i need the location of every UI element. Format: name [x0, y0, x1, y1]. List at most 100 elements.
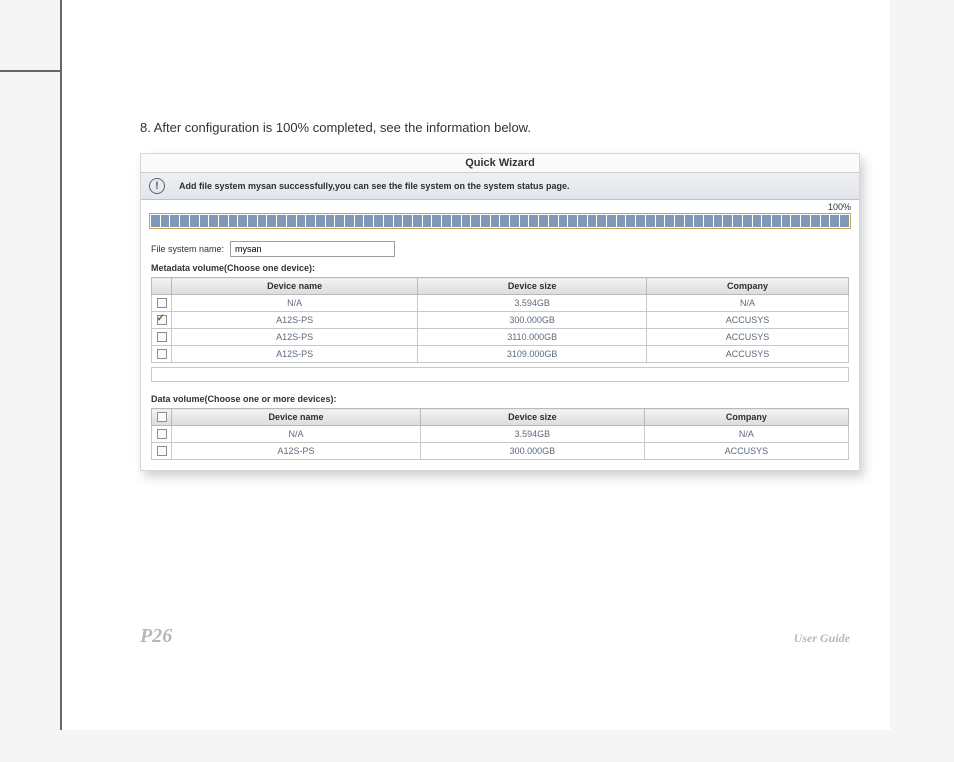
data-header-check[interactable] — [152, 409, 172, 426]
fs-name-input[interactable] — [230, 241, 395, 257]
progress-segment — [355, 215, 364, 227]
progress-segment — [161, 215, 170, 227]
datavol-cell-company: ACCUSYS — [644, 443, 848, 460]
progress-segment — [694, 215, 703, 227]
metadata-cell-name: A12S-PS — [172, 312, 418, 329]
progress-segment — [520, 215, 529, 227]
progress-area: 100% — [141, 200, 859, 235]
checkbox-icon[interactable] — [157, 332, 167, 342]
progress-segment — [364, 215, 373, 227]
metadata-cell-size: 3110.000GB — [418, 329, 647, 346]
progress-segment — [665, 215, 674, 227]
table-row: N/A3.594GBN/A — [152, 426, 849, 443]
metadata-row-checkbox[interactable] — [152, 295, 172, 312]
progress-segment — [840, 215, 849, 227]
page-footer: P26 User Guide — [140, 625, 850, 648]
progress-segment — [626, 215, 635, 227]
progress-segment — [791, 215, 800, 227]
metadata-row-checkbox[interactable] — [152, 312, 172, 329]
progress-segment — [801, 215, 810, 227]
wizard-title: Quick Wizard — [141, 154, 859, 173]
progress-segment — [636, 215, 645, 227]
progress-segment — [617, 215, 626, 227]
metadata-cell-size: 3109.000GB — [418, 346, 647, 363]
checkbox-icon[interactable] — [157, 349, 167, 359]
checkbox-icon[interactable] — [157, 298, 167, 308]
progress-segment — [238, 215, 247, 227]
progress-segment — [491, 215, 500, 227]
progress-segment — [714, 215, 723, 227]
datavol-cell-company: N/A — [644, 426, 848, 443]
checkbox-icon[interactable] — [157, 315, 167, 325]
progress-segment — [277, 215, 286, 227]
table-row: A12S-PS300.000GBACCUSYS — [152, 312, 849, 329]
table-row: A12S-PS300.000GBACCUSYS — [152, 443, 849, 460]
metadata-cell-name: N/A — [172, 295, 418, 312]
datavol-cell-name: A12S-PS — [172, 443, 421, 460]
page-number: P26 — [140, 625, 172, 648]
progress-segment — [335, 215, 344, 227]
datavol-cell-size: 3.594GB — [421, 426, 645, 443]
progress-segment — [723, 215, 732, 227]
progress-segment — [704, 215, 713, 227]
progress-segment — [821, 215, 830, 227]
progress-segment — [190, 215, 199, 227]
progress-segment — [403, 215, 412, 227]
data-caption: Data volume(Choose one or more devices): — [141, 394, 859, 408]
datavol-cell-size: 300.000GB — [421, 443, 645, 460]
progress-segment — [646, 215, 655, 227]
progress-segment — [258, 215, 267, 227]
progress-segment — [384, 215, 393, 227]
filesystem-name-row: File system name: — [141, 235, 859, 263]
metadata-header-check — [152, 278, 172, 295]
progress-segment — [374, 215, 383, 227]
datavol-row-checkbox[interactable] — [152, 426, 172, 443]
metadata-row-checkbox[interactable] — [152, 346, 172, 363]
metadata-row-checkbox[interactable] — [152, 329, 172, 346]
metadata-header-name: Device name — [172, 278, 418, 295]
page-content: 8. After configuration is 100% completed… — [62, 0, 890, 471]
progress-segment — [471, 215, 480, 227]
step-text: 8. After configuration is 100% completed… — [140, 120, 860, 135]
progress-segment — [772, 215, 781, 227]
info-icon: ! — [149, 178, 165, 194]
progress-segment — [209, 215, 218, 227]
progress-segment — [753, 215, 762, 227]
progress-segment — [762, 215, 771, 227]
metadata-cell-size: 300.000GB — [418, 312, 647, 329]
progress-bar — [149, 213, 851, 229]
progress-segment — [306, 215, 315, 227]
progress-segment — [743, 215, 752, 227]
progress-segment — [539, 215, 548, 227]
progress-segment — [248, 215, 257, 227]
metadata-cell-name: A12S-PS — [172, 329, 418, 346]
progress-segment — [200, 215, 209, 227]
footer-guide: User Guide — [794, 631, 850, 646]
progress-segment — [413, 215, 422, 227]
progress-segment — [500, 215, 509, 227]
progress-segment — [432, 215, 441, 227]
quick-wizard-screenshot: Quick Wizard ! Add file system mysan suc… — [140, 153, 860, 471]
datavol-row-checkbox[interactable] — [152, 443, 172, 460]
table-row: A12S-PS3110.000GBACCUSYS — [152, 329, 849, 346]
progress-segment — [675, 215, 684, 227]
metadata-caption: Metadata volume(Choose one device): — [141, 263, 859, 277]
progress-segment — [578, 215, 587, 227]
checkbox-icon[interactable] — [157, 429, 167, 439]
notice-text: Add file system mysan successfully,you c… — [179, 181, 570, 191]
progress-segment — [287, 215, 296, 227]
progress-segment — [733, 215, 742, 227]
metadata-cell-company: N/A — [647, 295, 849, 312]
progress-segment — [219, 215, 228, 227]
metadata-cell-company: ACCUSYS — [647, 329, 849, 346]
progress-segment — [423, 215, 432, 227]
metadata-table: Device name Device size Company N/A3.594… — [151, 277, 849, 363]
progress-label: 100% — [149, 202, 851, 212]
progress-segment — [685, 215, 694, 227]
progress-segment — [607, 215, 616, 227]
data-volume-table: Device name Device size Company N/A3.594… — [151, 408, 849, 460]
document-page: 8. After configuration is 100% completed… — [60, 0, 890, 730]
checkbox-icon[interactable] — [157, 446, 167, 456]
progress-segment — [180, 215, 189, 227]
data-header-company: Company — [644, 409, 848, 426]
